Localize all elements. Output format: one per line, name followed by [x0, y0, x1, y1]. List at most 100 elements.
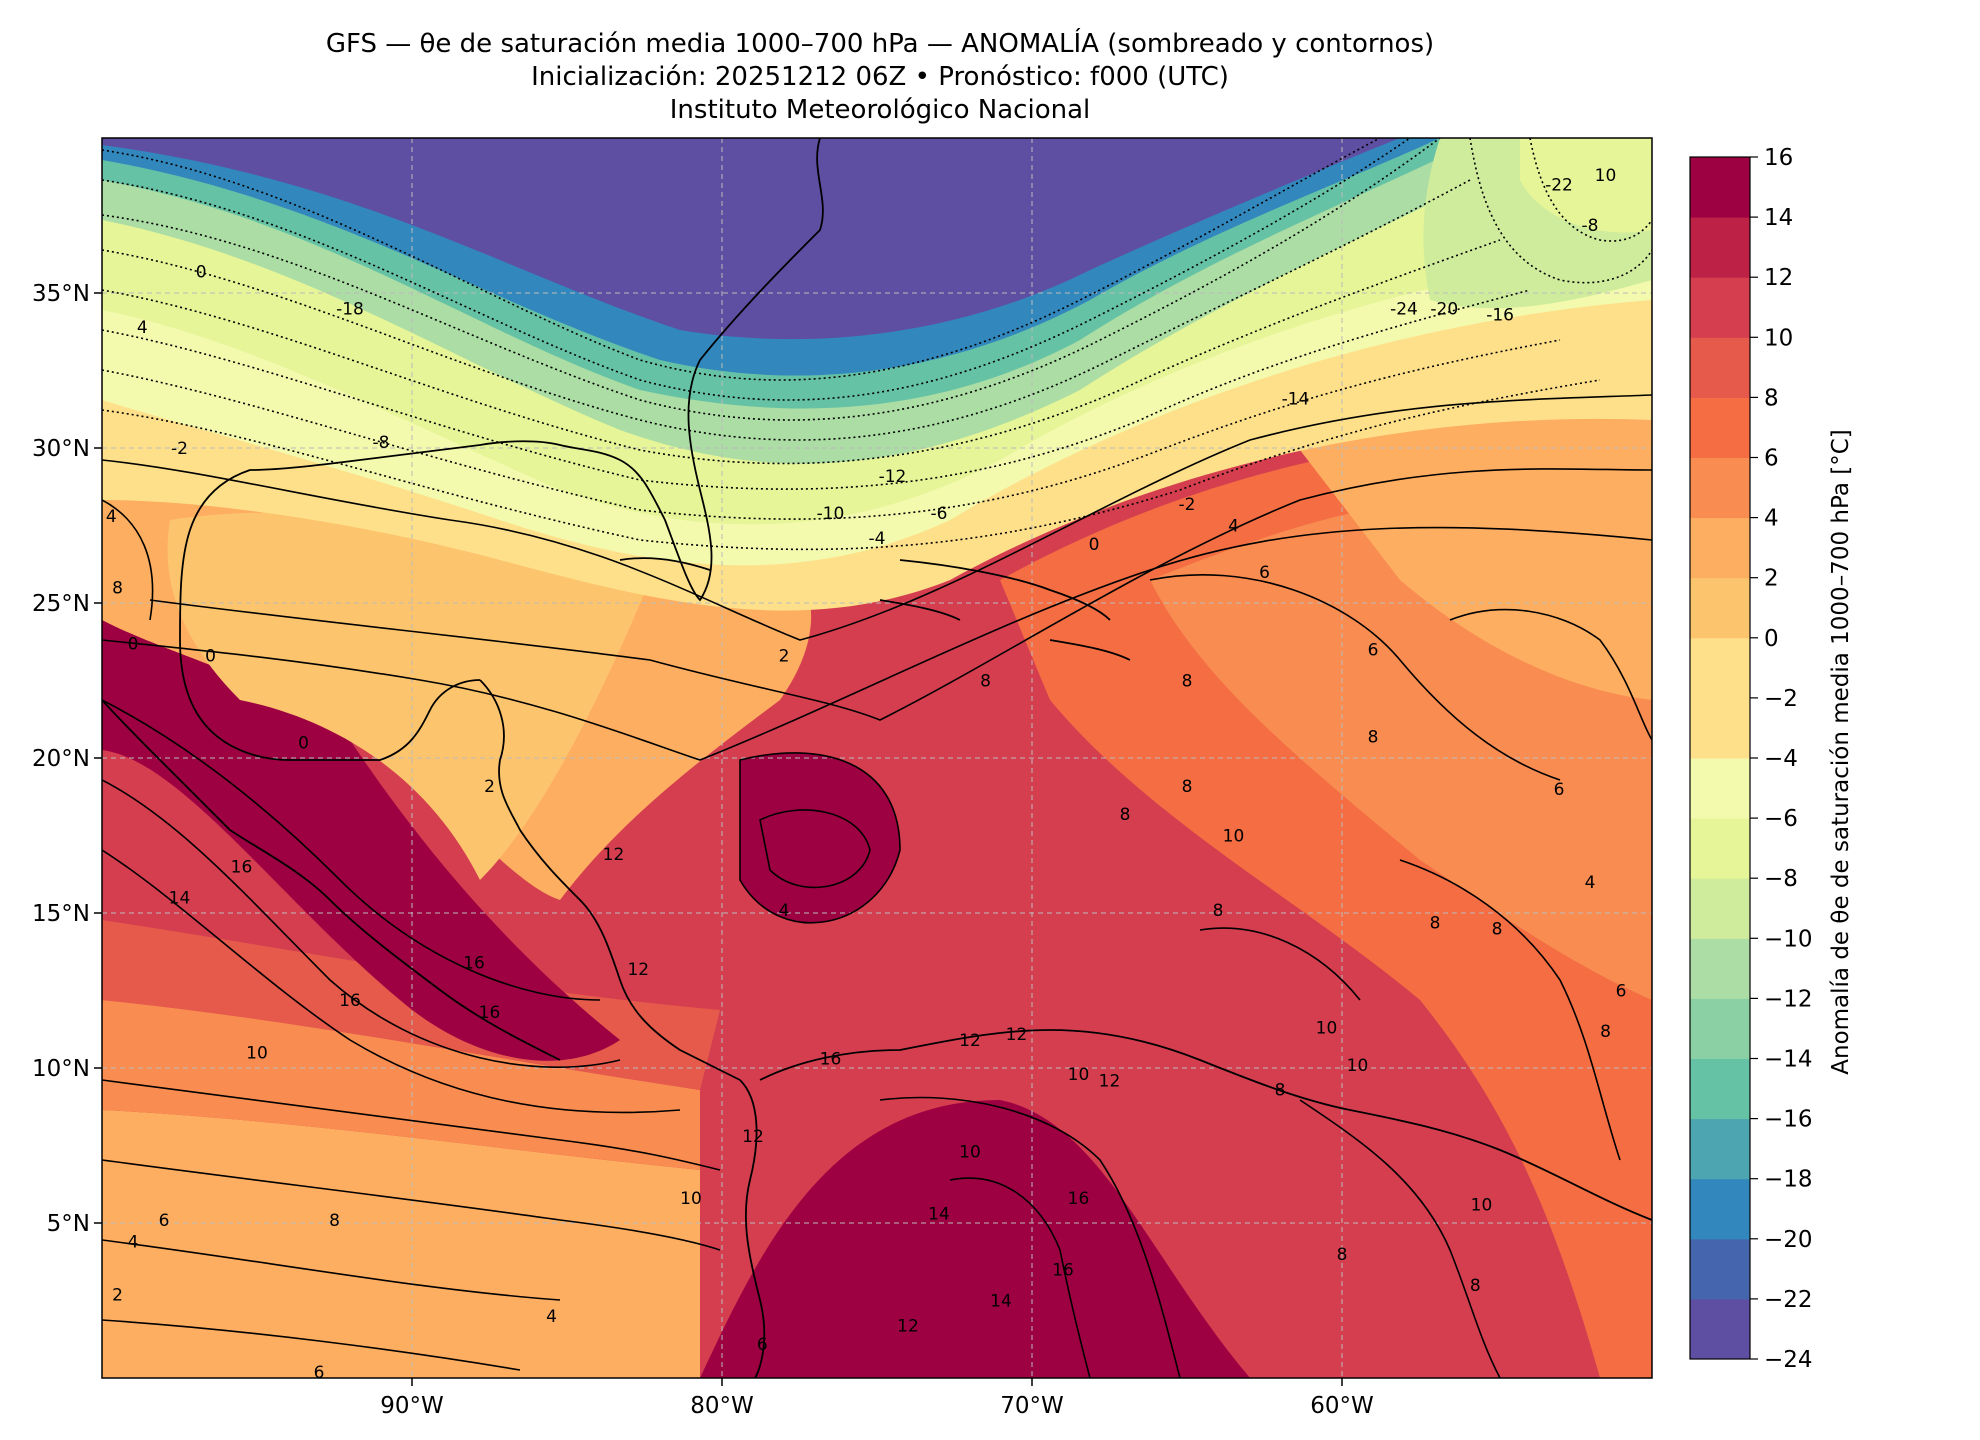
title-line-3: Instituto Meteorológico Nacional [669, 95, 1091, 125]
contour-label: 8 [1600, 1022, 1611, 1042]
contour-label: -22 [1545, 176, 1573, 196]
colorbar-tick-label: −22 [1764, 1287, 1813, 1313]
contour-label: 4 [546, 1307, 557, 1327]
colorbar-swatch [1690, 157, 1750, 218]
colorbar-swatch [1690, 1058, 1750, 1120]
coastlines [102, 138, 1652, 1378]
colorbar-tick-label: −4 [1764, 746, 1798, 772]
contour-label: 8 [1492, 920, 1503, 940]
lat-tick-label: 15°N [32, 901, 90, 927]
contour-label: 12 [603, 845, 625, 865]
colorbar-swatch [1690, 517, 1750, 579]
contour-label: 4 [1585, 873, 1596, 893]
contour-label: 10 [680, 1189, 702, 1209]
lat-tick-label: 5°N [47, 1211, 90, 1237]
negative-contours [102, 138, 1652, 551]
contour-label: 8 [1368, 727, 1379, 747]
contour-label: 6 [1368, 641, 1379, 661]
contour-label: 14 [169, 889, 191, 909]
colorbar-swatch [1690, 397, 1750, 458]
lon-tick-label: 70°W [1000, 1393, 1064, 1419]
colorbar-tick-label: 14 [1764, 205, 1793, 231]
contour-label: 12 [1006, 1025, 1028, 1045]
positive-contours [102, 394, 1652, 1378]
contour-label: 8 [1337, 1245, 1348, 1265]
colorbar-tick-label: −24 [1764, 1347, 1813, 1373]
contour-label: -10 [817, 504, 845, 524]
contour-label: 8 [1213, 901, 1224, 921]
colorbar-swatch [1690, 457, 1750, 519]
colorbar-tick-label: 0 [1764, 626, 1779, 652]
contour-label: 10 [1068, 1065, 1090, 1085]
lat-tick-label: 25°N [32, 591, 90, 617]
contour-label: 4 [137, 318, 148, 338]
contour-label: 6 [159, 1211, 170, 1231]
contour-label: 10 [959, 1143, 981, 1163]
contour-label: 6 [1554, 780, 1565, 800]
contour-label: 12 [897, 1316, 919, 1336]
colorbar-tick-label: 12 [1764, 265, 1793, 291]
colorbar-swatch [1690, 998, 1750, 1059]
contour-labels: 0 -18 -2 -12 -10 -6 -4 0 -2 -14 -24 -20 -16 -22 -8 10 2 8… [106, 166, 1627, 1383]
map-field: 0 -18 -2 -12 -10 -6 -4 0 -2 -14 -24 -20 -16 -22 -8 10 2 8… [102, 138, 1652, 1383]
contour-label: 0 [298, 734, 309, 754]
colorbar-swatch [1690, 818, 1750, 879]
contour-label: 16 [820, 1050, 842, 1070]
lat-tick-label: 10°N [32, 1056, 90, 1082]
colorbar-tick-label: 8 [1764, 385, 1779, 411]
colorbar-swatch [1690, 637, 1750, 699]
gridlines [102, 138, 1652, 1378]
contour-label: -8 [1582, 216, 1599, 236]
contour-label: -16 [1486, 306, 1514, 326]
contour-label: 2 [484, 777, 495, 797]
contour-label: -4 [869, 529, 886, 549]
contour-label: -14 [1282, 389, 1310, 409]
colorbar-tick-label: −18 [1764, 1167, 1813, 1193]
contour-label: 6 [1259, 563, 1270, 583]
colorbar-swatch [1690, 1298, 1750, 1360]
contour-label: 2 [779, 647, 790, 667]
map-axes: 90°W 80°W 70°W 60°W35°N30°N25°N20°N15°N10°N… [32, 281, 1374, 1419]
contour-label: -2 [171, 439, 188, 459]
contour-label: 16 [463, 954, 485, 974]
colorbar-tick-label: 10 [1764, 325, 1793, 351]
contour-label: 8 [1182, 777, 1193, 797]
contour-label: -6 [931, 504, 948, 524]
contour-label: 12 [627, 960, 649, 980]
contour-label: 6 [757, 1335, 768, 1355]
contour-label: 4 [1228, 517, 1239, 537]
colorbar-swatch [1690, 938, 1750, 999]
lon-tick-label: 60°W [1310, 1393, 1374, 1419]
contour-label: 0 [128, 634, 139, 654]
contour-label: 10 [1471, 1195, 1493, 1215]
contour-label: 8 [329, 1211, 340, 1231]
contour-label: 0 [205, 647, 216, 667]
contour-label: 10 [1316, 1019, 1338, 1039]
colorbar-swatch [1690, 217, 1750, 278]
contour-label: 6 [314, 1363, 325, 1383]
colorbar-swatch [1690, 1118, 1750, 1180]
contour-label: 2 [112, 1285, 123, 1305]
colorbar-label: Anomalía de θe de saturación media 1000–… [1828, 429, 1854, 1074]
contour-label: 10 [246, 1044, 268, 1064]
colorbar-tick-label: −20 [1764, 1227, 1813, 1253]
colorbar-swatch [1690, 577, 1750, 639]
contour-label: 16 [231, 858, 253, 878]
contour-label: -2 [1179, 495, 1196, 515]
contour-label: 8 [1120, 805, 1131, 825]
colorbar-tick-label: −2 [1764, 686, 1798, 712]
contour-label: 4 [106, 507, 117, 527]
contour-label: 10 [1595, 166, 1617, 186]
contour-label: 8 [1470, 1276, 1481, 1296]
colorbar-tick-label: −8 [1764, 866, 1798, 892]
contour-label: 10 [1223, 827, 1245, 847]
colorbar-tick-label: 16 [1764, 145, 1793, 171]
lon-tick-label: 80°W [690, 1393, 754, 1419]
contour-label: 12 [1099, 1071, 1121, 1091]
contour-label: -8 [373, 433, 390, 453]
contour-label: 4 [779, 901, 790, 921]
lat-tick-label: 20°N [32, 746, 90, 772]
colorbar-swatch [1690, 878, 1750, 939]
contour-label: 8 [1430, 913, 1441, 933]
